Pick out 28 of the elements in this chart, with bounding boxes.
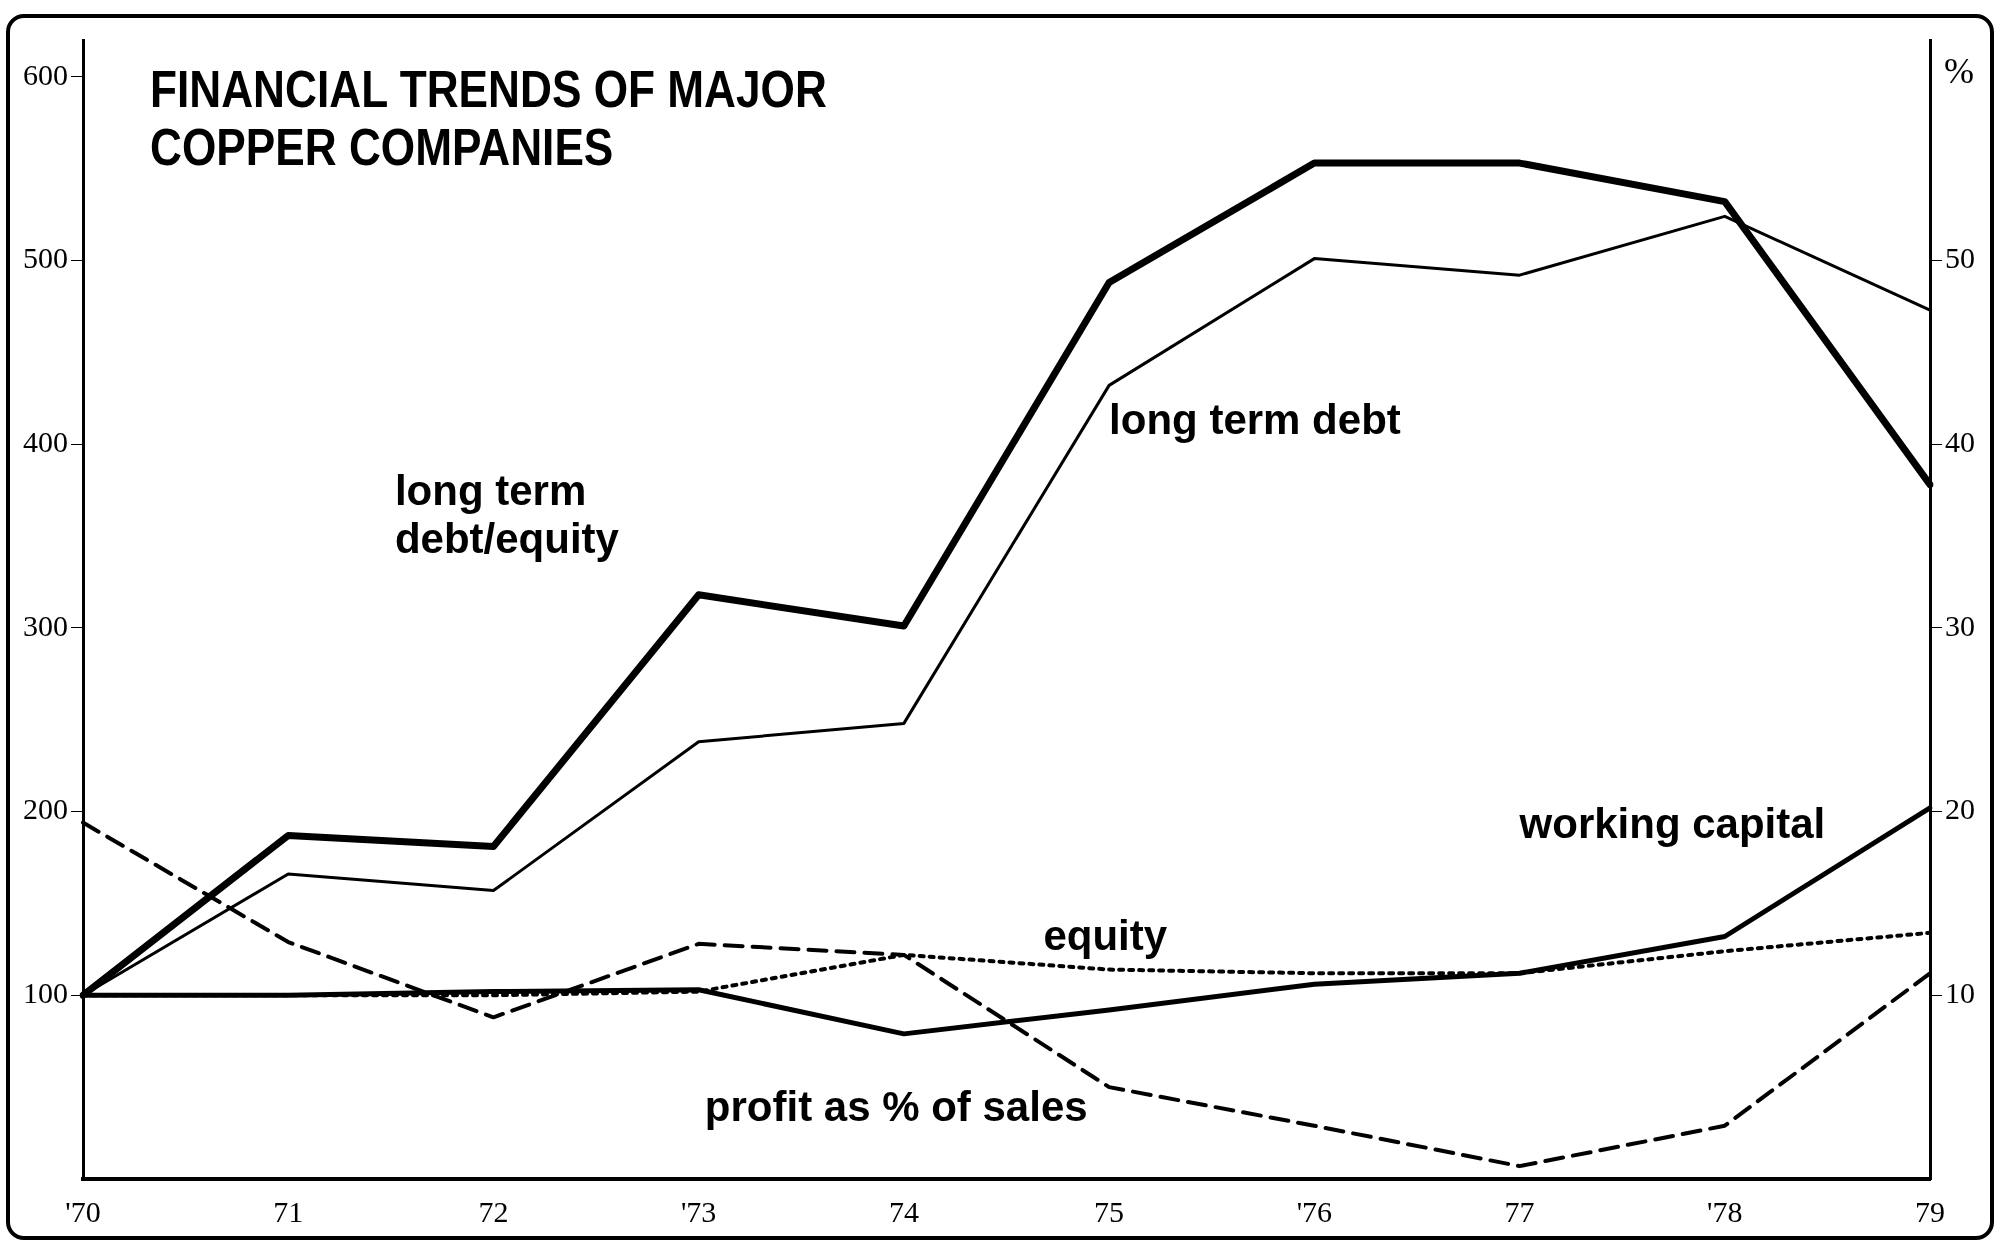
y-tick-label: 400 [23,425,68,459]
x-tick-label: 75 [1094,1194,1125,1228]
series-label: equity [1043,911,1168,959]
y2-tick-label: 10 [1945,976,1975,1010]
y2-tick-label: 20 [1945,792,1975,826]
y-tick-label: 500 [23,241,68,275]
y-tick-label: 100 [23,976,68,1010]
text: FINANCIAL TRENDS OF MAJOR COPPER COMPANIES [150,60,828,176]
x-tick-label: '70 [65,1194,101,1228]
x-tick-label: 71 [273,1194,304,1228]
series-label: long term debt/equity [394,467,620,563]
y2-tick-label: 50 [1945,241,1975,275]
y2-tick-label: 30 [1945,608,1975,642]
x-tick-label: '78 [1707,1194,1743,1228]
x-tick-label: '76 [1296,1194,1333,1228]
y2-axis-title: % [1944,50,1974,92]
series-label: working capital [1518,799,1826,847]
y-tick-label: 600 [23,57,68,91]
series-label: profit as % of sales [704,1082,1088,1130]
x-tick-label: 77 [1504,1194,1535,1228]
y2-tick-label: 40 [1945,425,1975,459]
x-tick-label: '73 [680,1194,717,1228]
x-tick-label: 79 [1915,1194,1945,1228]
x-tick-label: 74 [888,1194,919,1228]
x-tick-label: 72 [478,1194,509,1228]
y-tick-label: 200 [23,792,68,826]
series-label: long term debt [1109,395,1401,443]
y-tick-label: 300 [23,608,68,642]
